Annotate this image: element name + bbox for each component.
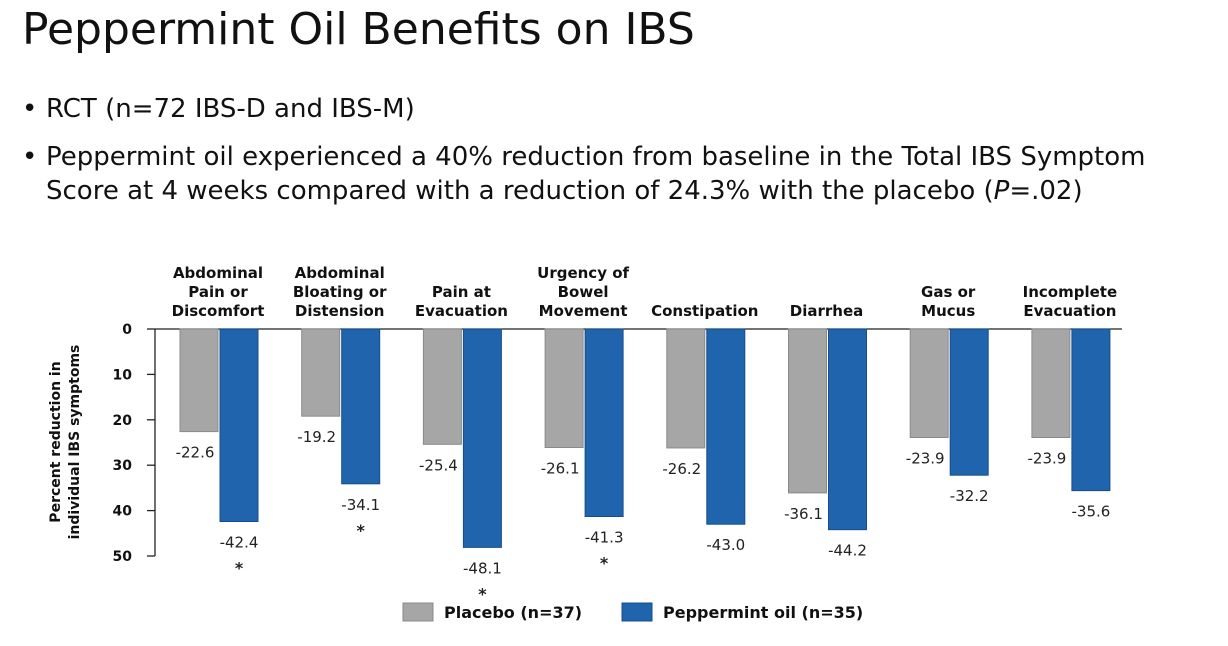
peppermint-value-label: -41.3 (585, 529, 624, 547)
p-value-symbol: P (993, 176, 1010, 206)
category-label: Mucus (921, 302, 975, 320)
bullet-glyph: • (22, 142, 38, 172)
significance-marker: * (600, 554, 609, 573)
legend-swatch-placebo (402, 602, 434, 622)
peppermint-bar (828, 328, 867, 531)
slide-title: Peppermint Oil Benefits on IBS (22, 4, 695, 55)
p-value-text: =.02) (1009, 176, 1083, 206)
peppermint-value-label: -48.1 (463, 559, 502, 577)
placebo-bar (301, 328, 341, 417)
peppermint-value-label: -34.1 (341, 496, 380, 514)
y-tick-label: 40 (113, 504, 133, 520)
peppermint-value-label: -44.2 (828, 542, 867, 560)
placebo-value-label: -36.1 (784, 505, 823, 523)
placebo-bar (179, 328, 219, 433)
y-tick-label: 0 (122, 322, 132, 338)
y-tick-label: 50 (113, 549, 133, 565)
placebo-value-label: -25.4 (419, 456, 458, 474)
bullet-text-line-1: Peppermint oil experienced a 40% reducti… (46, 142, 1146, 172)
placebo-value-label: -26.1 (541, 459, 580, 477)
placebo-bar (788, 328, 827, 494)
category-label: Discomfort (172, 302, 265, 320)
category-label: Abdominal (173, 264, 263, 282)
y-axis-label: Percent reduction in (48, 361, 64, 522)
category-label: Pain or (188, 283, 248, 301)
placebo-bar (422, 328, 462, 445)
peppermint-bar (949, 328, 989, 476)
y-axis-label: individual IBS symptoms (67, 345, 83, 540)
category-label: Pain at (432, 283, 491, 301)
category-label: Constipation (651, 302, 758, 320)
placebo-bar (544, 328, 584, 448)
peppermint-value-label: -42.4 (220, 533, 259, 551)
bullet-text: RCT (n=72 IBS-D and IBS-M) (46, 94, 415, 124)
category-label: Movement (539, 302, 628, 320)
significance-marker: * (235, 558, 244, 577)
peppermint-value-label: -32.2 (950, 487, 989, 505)
category-label: Bloating or (293, 283, 387, 301)
category-label: Evacuation (415, 302, 508, 320)
significance-marker: * (478, 584, 487, 603)
bullet-list: • RCT (n=72 IBS-D and IBS-M) • Peppermin… (20, 92, 1220, 222)
peppermint-bar (462, 328, 502, 548)
placebo-value-label: -23.9 (1027, 450, 1066, 468)
bullet-text-line-2: Score at 4 weeks compared with a reducti… (46, 176, 994, 206)
bullet-glyph: • (22, 94, 38, 124)
y-tick-label: 20 (113, 413, 133, 429)
peppermint-bar (706, 328, 746, 525)
bullet-item-result: • Peppermint oil experienced a 40% reduc… (20, 140, 1220, 208)
category-label: Urgency of (537, 264, 629, 282)
category-label: Distension (295, 302, 385, 320)
category-label: Gas or (921, 283, 976, 301)
legend-swatch-peppermint (621, 602, 653, 622)
placebo-value-label: -26.2 (662, 460, 701, 478)
peppermint-value-label: -35.6 (1071, 503, 1110, 521)
category-label: Bowel (558, 283, 609, 301)
category-label: Incomplete (1023, 283, 1117, 301)
category-label: Evacuation (1023, 302, 1116, 320)
placebo-value-label: -19.2 (297, 428, 336, 446)
category-label: Diarrhea (790, 302, 863, 320)
legend-label-placebo: Placebo (n=37) (444, 603, 582, 622)
significance-marker: * (357, 521, 366, 540)
legend-label-peppermint: Peppermint oil (n=35) (663, 603, 863, 622)
peppermint-bar (341, 328, 381, 485)
placebo-bar (909, 328, 949, 439)
placebo-value-label: -23.9 (906, 450, 945, 468)
placebo-value-label: -22.6 (176, 444, 215, 462)
bullet-item-rct: • RCT (n=72 IBS-D and IBS-M) (20, 92, 1220, 126)
placebo-bar (1031, 328, 1071, 439)
peppermint-bar (219, 328, 259, 522)
category-label: Abdominal (295, 264, 385, 282)
placebo-bar (666, 328, 706, 449)
peppermint-bar (1071, 328, 1111, 492)
peppermint-bar (584, 328, 624, 518)
y-tick-label: 10 (113, 367, 133, 383)
y-tick-label: 30 (113, 458, 133, 474)
peppermint-value-label: -43.0 (706, 536, 745, 554)
